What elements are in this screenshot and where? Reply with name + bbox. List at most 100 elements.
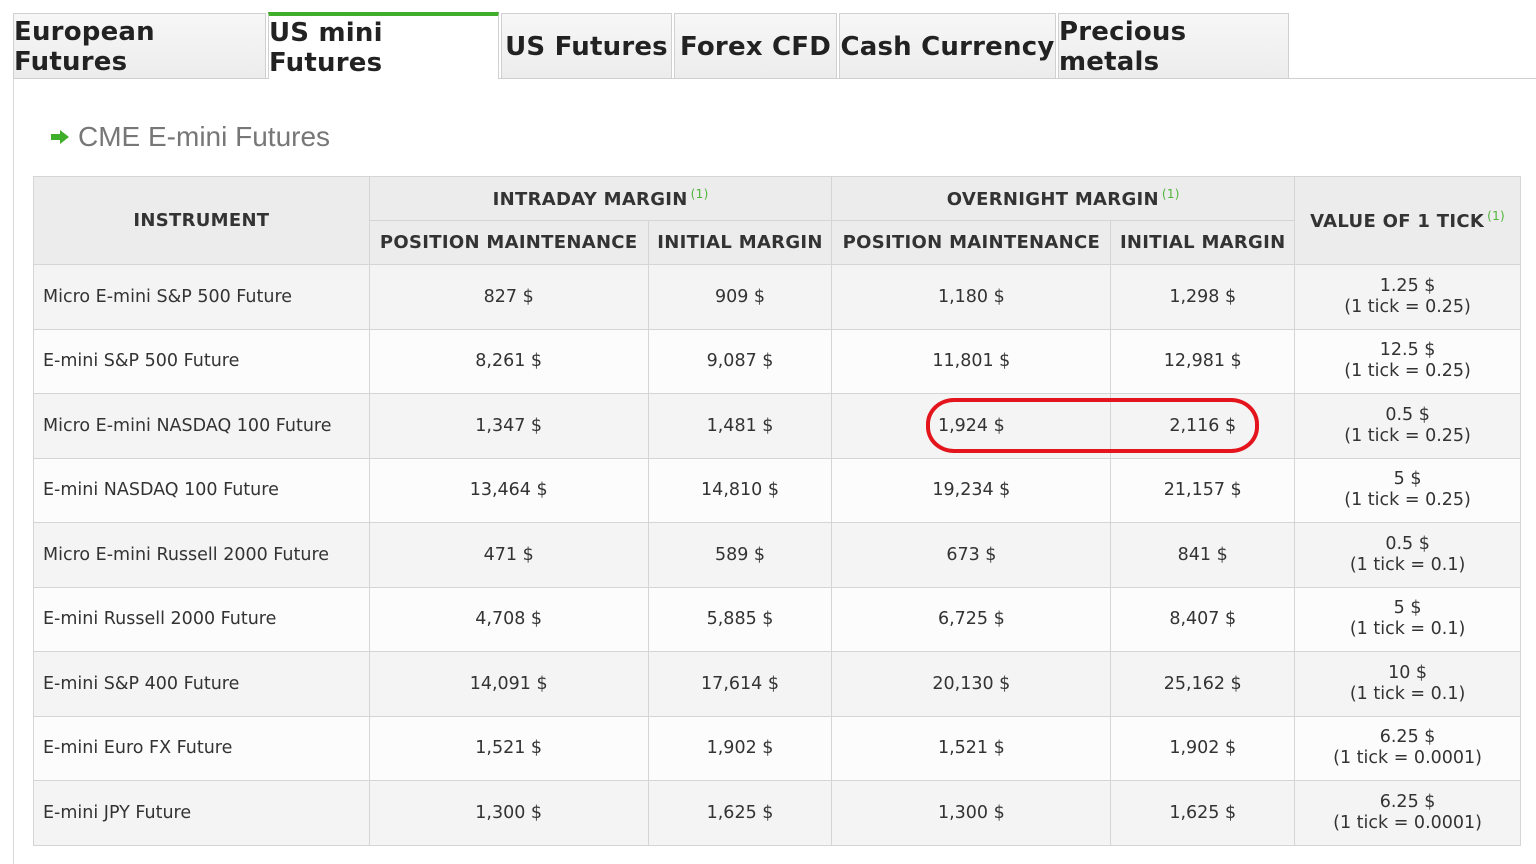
- instrument-name: E-mini S&P 500 Future: [33, 328, 370, 394]
- footnote-marker: (1): [1487, 209, 1505, 223]
- tab-bar-divider: [13, 78, 1536, 79]
- tick-size: (1 tick = 0.25): [1344, 425, 1471, 446]
- tick-value: 12.5 $ (1 tick = 0.25): [1294, 328, 1521, 394]
- overnight-initial-margin: 25,162 $: [1110, 651, 1296, 717]
- overnight-position-maintenance: 1,521 $: [831, 715, 1112, 781]
- tick-value: 5 $ (1 tick = 0.25): [1294, 457, 1521, 523]
- tab-precious-metals[interactable]: Precious metals: [1058, 13, 1289, 79]
- intraday-initial-margin: 589 $: [647, 522, 833, 588]
- header-instrument: INSTRUMENT: [33, 176, 370, 265]
- table-row: E-mini NASDAQ 100 Future 13,464 $ 14,810…: [33, 457, 1521, 523]
- intraday-position-maintenance: 1,300 $: [368, 780, 649, 846]
- header-overnight-margin: OVERNIGHT MARGIN (1): [831, 176, 1296, 221]
- tick-value: 6.25 $ (1 tick = 0.0001): [1294, 780, 1521, 846]
- tick-value-amount: 12.5 $: [1379, 340, 1436, 361]
- section-title: CME E-mini Futures: [78, 121, 331, 152]
- panel-left-border: [13, 78, 14, 864]
- instrument-name: Micro E-mini NASDAQ 100 Future: [33, 393, 370, 459]
- section-heading: CME E-mini Futures: [50, 120, 330, 154]
- footnote-marker: (1): [690, 187, 709, 201]
- intraday-initial-margin: 909 $: [647, 264, 833, 330]
- intraday-position-maintenance: 1,521 $: [368, 715, 649, 781]
- header-overnight-initial-margin: INITIAL MARGIN: [1110, 220, 1296, 265]
- overnight-initial-margin: 8,407 $: [1110, 586, 1296, 652]
- intraday-position-maintenance: 1,347 $: [368, 393, 649, 459]
- overnight-position-maintenance: 19,234 $: [831, 457, 1112, 523]
- tick-size: (1 tick = 0.1): [1349, 683, 1466, 704]
- header-intraday-initial-margin: INITIAL MARGIN: [647, 220, 833, 265]
- intraday-position-maintenance: 14,091 $: [368, 651, 649, 717]
- tick-value: 0.5 $ (1 tick = 0.1): [1294, 522, 1521, 588]
- tick-value-amount: 5 $: [1393, 469, 1422, 490]
- table-row: E-mini S&P 400 Future 14,091 $ 17,614 $ …: [33, 651, 1521, 717]
- tab-forex-cfd[interactable]: Forex CFD: [674, 13, 837, 79]
- intraday-initial-margin: 5,885 $: [647, 586, 833, 652]
- tick-value-amount: 6.25 $: [1379, 791, 1436, 812]
- header-value-of-tick: VALUE OF 1 TICK (1): [1294, 176, 1521, 265]
- instrument-name: E-mini JPY Future: [33, 780, 370, 846]
- intraday-initial-margin: 9,087 $: [647, 328, 833, 394]
- tick-size: (1 tick = 0.25): [1344, 490, 1471, 511]
- tab-cash-currency[interactable]: Cash Currency: [839, 13, 1056, 79]
- intraday-position-maintenance: 827 $: [368, 264, 649, 330]
- overnight-initial-margin: 2,116 $: [1110, 393, 1296, 459]
- intraday-initial-margin: 1,481 $: [647, 393, 833, 459]
- tick-value-amount: 6.25 $: [1379, 727, 1436, 748]
- margin-table: INSTRUMENT INTRADAY MARGIN (1) OVERNIGHT …: [33, 176, 1521, 846]
- tick-size: (1 tick = 0.0001): [1333, 748, 1482, 769]
- intraday-position-maintenance: 471 $: [368, 522, 649, 588]
- instrument-name: Micro E-mini Russell 2000 Future: [33, 522, 370, 588]
- tick-value: 1.25 $ (1 tick = 0.25): [1294, 264, 1521, 330]
- header-intraday-margin: INTRADAY MARGIN (1): [368, 176, 833, 221]
- header-overnight-position-maintenance: POSITION MAINTENANCE: [831, 220, 1112, 265]
- instrument-name: E-mini Russell 2000 Future: [33, 586, 370, 652]
- overnight-position-maintenance: 673 $: [831, 522, 1112, 588]
- tick-value: 6.25 $ (1 tick = 0.0001): [1294, 715, 1521, 781]
- tick-size: (1 tick = 0.1): [1349, 619, 1466, 640]
- table-row: E-mini JPY Future 1,300 $ 1,625 $ 1,300 …: [33, 780, 1521, 846]
- overnight-initial-margin: 1,902 $: [1110, 715, 1296, 781]
- overnight-position-maintenance: 1,924 $: [831, 393, 1112, 459]
- tick-size: (1 tick = 0.0001): [1333, 812, 1482, 833]
- tick-value: 5 $ (1 tick = 0.1): [1294, 586, 1521, 652]
- table-row: E-mini S&P 500 Future 8,261 $ 9,087 $ 11…: [33, 328, 1521, 394]
- intraday-position-maintenance: 4,708 $: [368, 586, 649, 652]
- tick-size: (1 tick = 0.25): [1344, 296, 1471, 317]
- tick-size: (1 tick = 0.25): [1344, 361, 1471, 382]
- intraday-initial-margin: 14,810 $: [647, 457, 833, 523]
- overnight-initial-margin: 1,298 $: [1110, 264, 1296, 330]
- tick-value-amount: 10 $: [1388, 662, 1428, 683]
- tick-value-amount: 1.25 $: [1379, 275, 1436, 296]
- tick-size: (1 tick = 0.1): [1349, 554, 1466, 575]
- tick-value: 10 $ (1 tick = 0.1): [1294, 651, 1521, 717]
- intraday-position-maintenance: 13,464 $: [368, 457, 649, 523]
- table-row: E-mini Russell 2000 Future 4,708 $ 5,885…: [33, 586, 1521, 652]
- overnight-position-maintenance: 1,180 $: [831, 264, 1112, 330]
- tick-value-amount: 0.5 $: [1385, 404, 1430, 425]
- tick-value-amount: 0.5 $: [1385, 533, 1430, 554]
- overnight-position-maintenance: 6,725 $: [831, 586, 1112, 652]
- overnight-position-maintenance: 20,130 $: [831, 651, 1112, 717]
- instrument-name: E-mini S&P 400 Future: [33, 651, 370, 717]
- header-intraday-position-maintenance: POSITION MAINTENANCE: [368, 220, 649, 265]
- table-row: Micro E-mini S&P 500 Future 827 $ 909 $ …: [33, 264, 1521, 330]
- footnote-marker: (1): [1161, 187, 1180, 201]
- tick-value: 0.5 $ (1 tick = 0.25): [1294, 393, 1521, 459]
- tick-value-amount: 5 $: [1393, 598, 1422, 619]
- overnight-position-maintenance: 11,801 $: [831, 328, 1112, 394]
- overnight-initial-margin: 1,625 $: [1110, 780, 1296, 846]
- tab-european-futures[interactable]: European Futures: [13, 13, 266, 79]
- table-row: E-mini Euro FX Future 1,521 $ 1,902 $ 1,…: [33, 715, 1521, 781]
- intraday-initial-margin: 17,614 $: [647, 651, 833, 717]
- instrument-name: Micro E-mini S&P 500 Future: [33, 264, 370, 330]
- intraday-initial-margin: 1,625 $: [647, 780, 833, 846]
- instrument-name: E-mini NASDAQ 100 Future: [33, 457, 370, 523]
- instrument-name: E-mini Euro FX Future: [33, 715, 370, 781]
- arrow-right-icon: [51, 130, 69, 144]
- table-row: Micro E-mini NASDAQ 100 Future 1,347 $ 1…: [33, 393, 1521, 459]
- overnight-initial-margin: 841 $: [1110, 522, 1296, 588]
- overnight-initial-margin: 12,981 $: [1110, 328, 1296, 394]
- tab-us-mini-futures[interactable]: US mini Futures: [268, 12, 499, 79]
- tab-us-futures[interactable]: US Futures: [501, 13, 672, 79]
- intraday-initial-margin: 1,902 $: [647, 715, 833, 781]
